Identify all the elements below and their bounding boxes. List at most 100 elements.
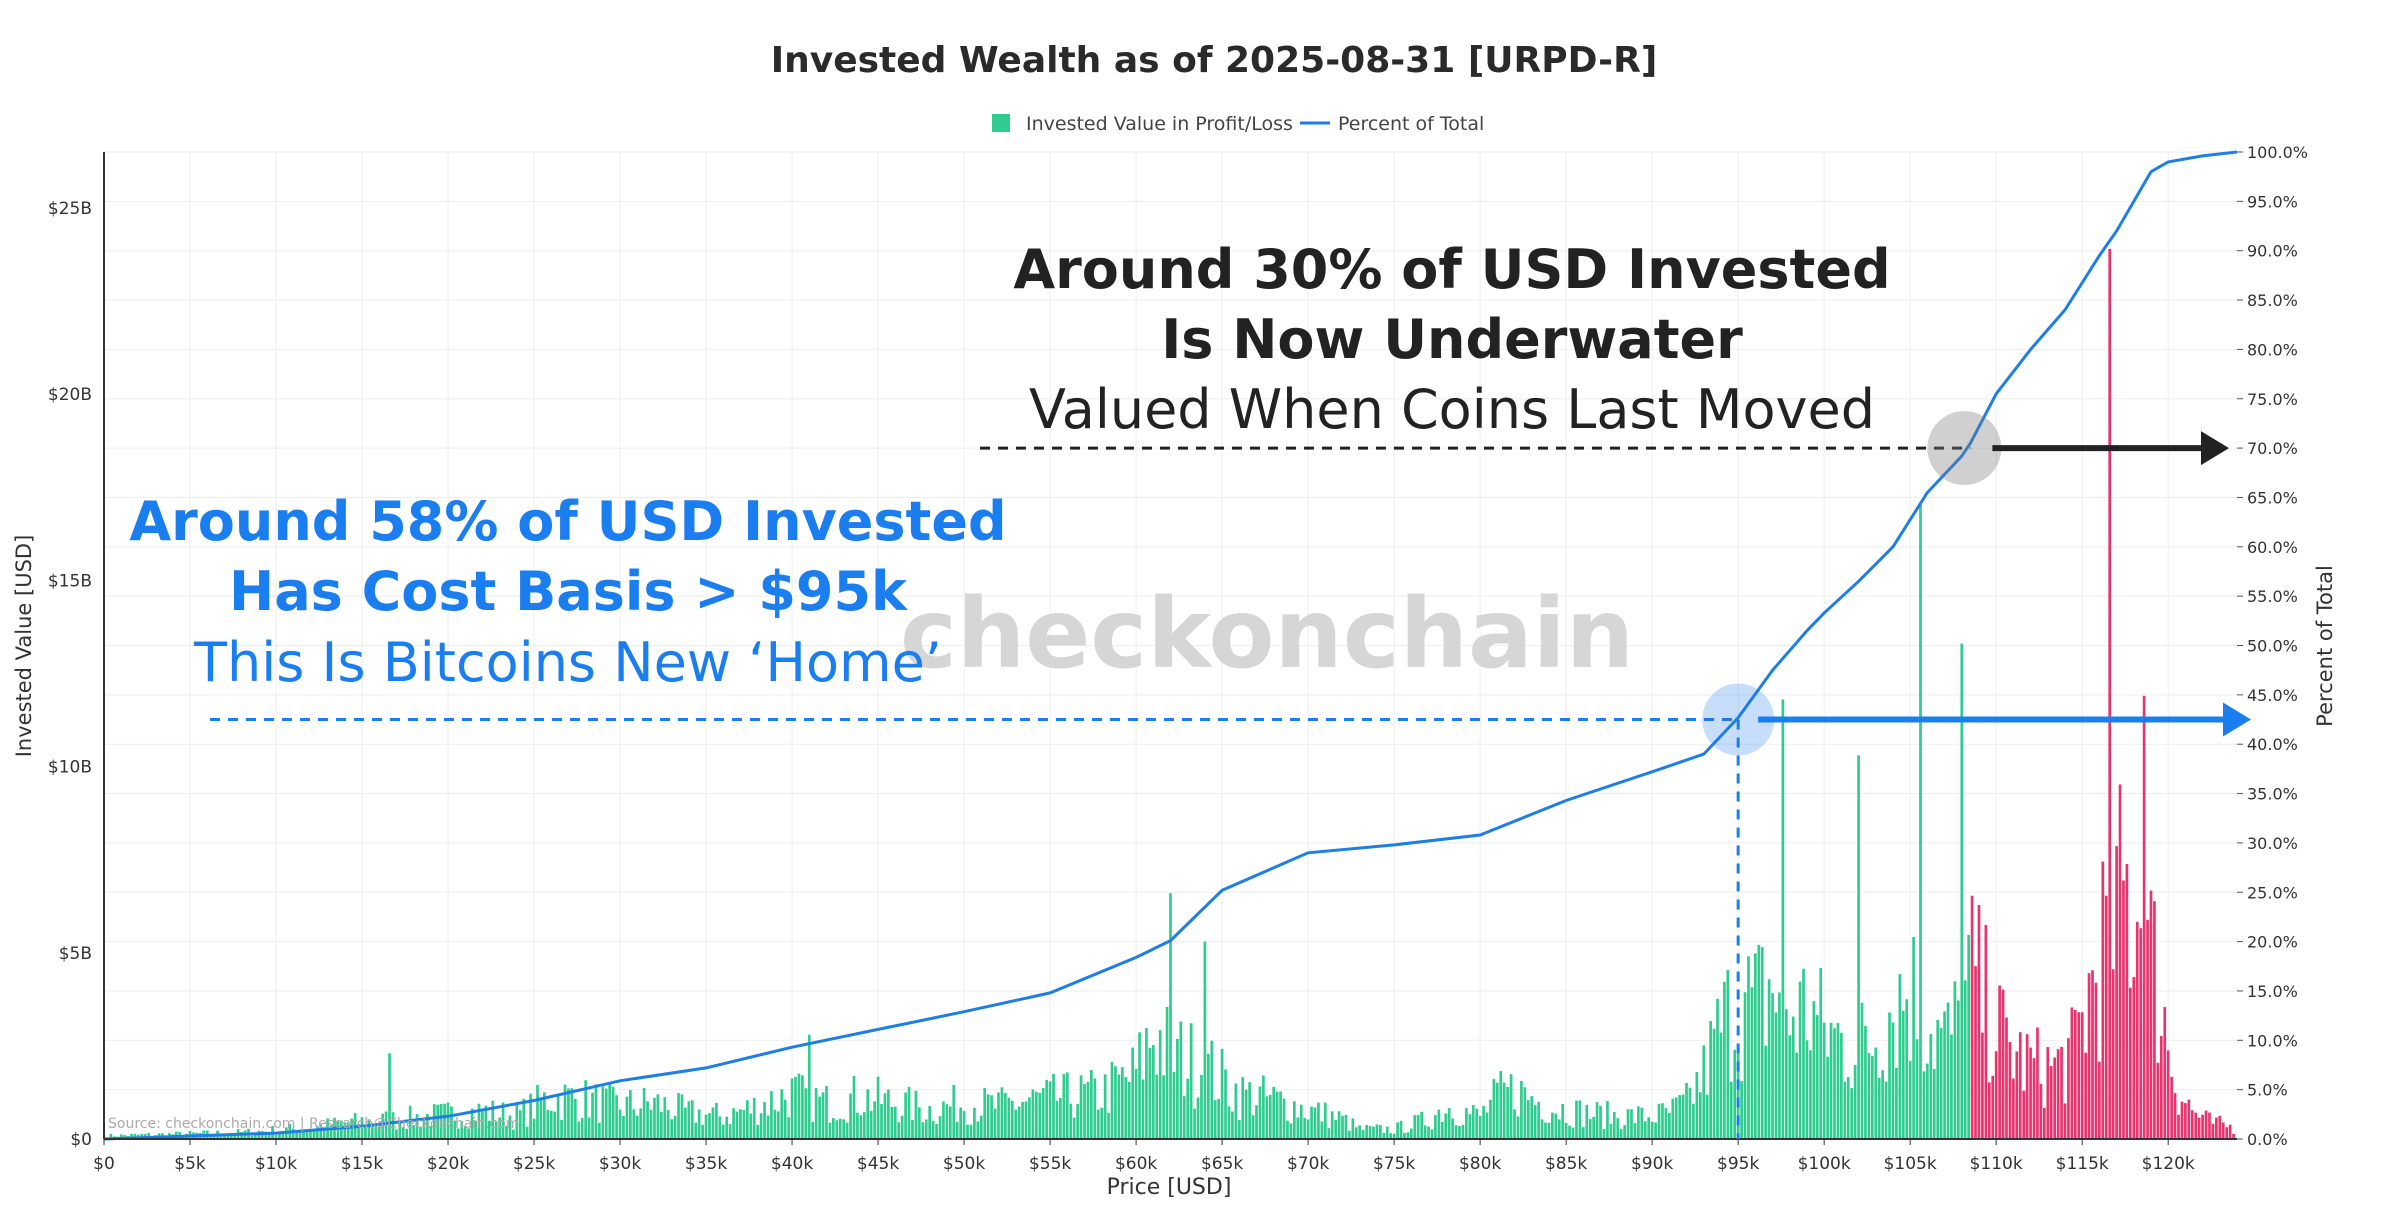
- bar: [1946, 1002, 1950, 1139]
- bar: [1953, 981, 1957, 1139]
- bar: [1526, 1100, 1530, 1139]
- bar: [1458, 1126, 1461, 1139]
- bar: [656, 1094, 660, 1139]
- y-axis-ticks: $0 $5B $10B $15B $20B $25B: [48, 199, 92, 1150]
- bar: [604, 1088, 608, 1139]
- bar: [408, 1105, 412, 1139]
- bar: [1960, 643, 1964, 1139]
- bar: [622, 1116, 625, 1139]
- bar: [1950, 1034, 1953, 1139]
- bar: [1361, 1130, 1365, 1139]
- bar: [2135, 921, 2139, 1139]
- bar: [1733, 1049, 1737, 1139]
- bar: [1234, 1083, 1238, 1139]
- y2-tick-label: 55.0%: [2247, 587, 2298, 606]
- bar: [814, 1088, 818, 1139]
- bar: [1495, 1082, 1499, 1139]
- bar: [1213, 1100, 1217, 1139]
- bar: [1702, 1045, 1706, 1139]
- x-tick-label: $115k: [2056, 1154, 2109, 1174]
- bar: [2012, 1078, 2015, 1139]
- annotations: [210, 411, 2251, 1139]
- bar: [319, 1124, 323, 1139]
- bar: [1382, 1132, 1386, 1139]
- y-axis-title: Invested Value [USD]: [12, 535, 36, 758]
- bar: [2211, 1123, 2215, 1139]
- bar: [1454, 1125, 1458, 1139]
- bar: [518, 1110, 522, 1139]
- bar: [1447, 1108, 1451, 1139]
- bar: [828, 1122, 832, 1139]
- x-tick-label: $95k: [1717, 1154, 1759, 1174]
- bar: [1588, 1119, 1592, 1139]
- bar: [2111, 969, 2115, 1139]
- bar: [1626, 1109, 1630, 1139]
- y2-tick-label: 50.0%: [2247, 637, 2298, 656]
- legend-item-percent-of-total[interactable]: Percent of Total: [1338, 113, 1484, 135]
- bar: [1757, 944, 1761, 1139]
- bar: [498, 1117, 501, 1139]
- bar: [632, 1109, 636, 1139]
- bar: [477, 1103, 481, 1139]
- bar: [295, 1132, 298, 1139]
- bar: [1771, 993, 1774, 1139]
- bar: [742, 1110, 746, 1139]
- bar: [1158, 1030, 1162, 1139]
- bar: [1674, 1097, 1678, 1139]
- x-tick-label: $110k: [1970, 1154, 2023, 1174]
- bar: [935, 1123, 938, 1139]
- bar: [1461, 1124, 1465, 1139]
- bar: [1103, 1074, 1107, 1139]
- bar: [405, 1128, 409, 1139]
- bar: [419, 1126, 422, 1139]
- bar: [959, 1107, 962, 1139]
- bar: [924, 1119, 928, 1139]
- bar: [553, 1111, 557, 1139]
- bar: [955, 1122, 959, 1139]
- y-tick-label: $25B: [48, 199, 92, 219]
- bar: [119, 1134, 123, 1139]
- bar: [721, 1124, 725, 1139]
- bar: [367, 1119, 371, 1139]
- y2-tick-label: 60.0%: [2247, 538, 2298, 557]
- bar: [1468, 1114, 1472, 1139]
- bar: [539, 1099, 543, 1139]
- bar: [1176, 1038, 1179, 1139]
- bar: [1010, 1100, 1014, 1139]
- bar: [594, 1084, 598, 1139]
- bar: [862, 1112, 866, 1139]
- bar: [1585, 1104, 1589, 1139]
- grid: [103, 151, 2237, 1140]
- bar: [1943, 1011, 1946, 1139]
- x-tick-label: $120k: [2142, 1154, 2195, 1174]
- bar: [1692, 1103, 1695, 1139]
- bar: [1368, 1125, 1372, 1139]
- x-tick-label: $90k: [1631, 1154, 1673, 1174]
- bar: [993, 1108, 997, 1139]
- bar: [223, 1135, 226, 1139]
- bar: [852, 1075, 856, 1139]
- bar: [835, 1120, 839, 1139]
- bar: [1881, 1070, 1884, 1139]
- legend-profit-swatch[interactable]: [992, 114, 1010, 132]
- bar: [1898, 974, 1902, 1139]
- bar: [1901, 1011, 1905, 1139]
- legend-item-profit-loss[interactable]: Invested Value in Profit/Loss: [1026, 113, 1293, 135]
- bar: [1392, 1133, 1396, 1139]
- bar: [422, 1117, 426, 1139]
- bar: [1189, 1023, 1193, 1139]
- bar: [1743, 992, 1747, 1139]
- bar: [1124, 1077, 1128, 1139]
- bar: [374, 1124, 378, 1139]
- bar: [1929, 1034, 1933, 1139]
- bar: [1774, 1012, 1778, 1139]
- bar: [1169, 893, 1172, 1139]
- bar: [832, 1118, 835, 1139]
- bar: [1850, 1088, 1854, 1139]
- bar: [725, 1116, 729, 1139]
- bar: [1131, 1047, 1134, 1139]
- bar: [371, 1124, 374, 1139]
- bar: [1327, 1128, 1331, 1139]
- bar: [2091, 970, 2094, 1139]
- bar: [1812, 1001, 1816, 1139]
